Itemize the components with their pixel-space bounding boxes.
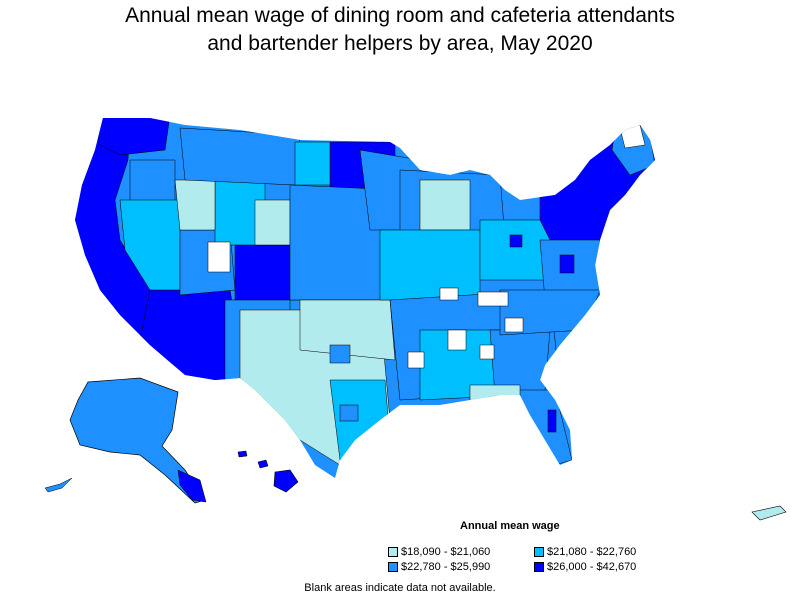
blank-area-tennessee <box>504 317 524 333</box>
region-montana <box>179 127 301 186</box>
map-title-line-1: Annual mean wage of dining room and cafe… <box>125 4 675 27</box>
region-florida <box>509 389 573 466</box>
region-ohio-blue <box>509 234 523 248</box>
region-wisconsin <box>419 179 471 231</box>
region-florida-panhandle <box>469 384 521 406</box>
region-florida-blue <box>547 409 557 433</box>
region-hawaii-maui <box>257 459 269 469</box>
region-houston <box>339 404 359 422</box>
legend-item-4: $26,000 - $42,670 <box>534 561 636 573</box>
region-hawaii-big-island <box>273 469 299 493</box>
footnote: Blank areas indicate data not available. <box>304 582 496 594</box>
legend-label-1: $18,090 - $21,060 <box>401 546 491 558</box>
region-utah-east <box>254 199 291 246</box>
region-alaska-islands <box>44 477 73 493</box>
legend-title: Annual mean wage <box>460 520 560 532</box>
region-dc-area <box>559 254 575 274</box>
region-puerto-rico <box>751 505 787 521</box>
region-washington-west <box>94 118 171 156</box>
region-alaska-panhandle <box>177 469 207 503</box>
region-hawaii-oahu <box>237 450 248 458</box>
blank-area-alabama <box>447 329 467 351</box>
region-texas-east <box>329 379 391 461</box>
blank-area-utah <box>207 241 231 273</box>
region-idaho-east <box>174 179 216 231</box>
region-dallas <box>329 344 351 364</box>
region-nevada <box>119 199 181 291</box>
region-dakotas-west <box>294 141 331 186</box>
blank-area-ky-east <box>439 287 459 301</box>
map-title: Annual mean wage of dining room and cafe… <box>0 2 800 58</box>
region-alaska <box>69 377 206 504</box>
legend-item-2: $21,080 - $22,760 <box>534 546 636 558</box>
legend-swatch-2 <box>534 547 544 557</box>
blank-area-kentucky <box>477 291 509 307</box>
legend-label-2: $21,080 - $22,760 <box>547 546 637 558</box>
legend-swatch-1 <box>388 547 398 557</box>
map-title-line-2: and bartender helpers by area, May 2020 <box>207 32 593 55</box>
blank-area-ms <box>479 344 495 360</box>
region-midwest-mixed <box>379 229 481 301</box>
region-oklahoma <box>299 299 396 361</box>
blank-area-arkansas <box>407 351 425 369</box>
legend-swatch-4 <box>534 562 544 572</box>
legend-label-3: $22,780 - $25,990 <box>401 561 491 573</box>
legend-swatch-3 <box>388 562 398 572</box>
legend-label-4: $26,000 - $42,670 <box>547 561 637 573</box>
region-southwest <box>139 289 236 381</box>
legend-item-3: $22,780 - $25,990 <box>388 561 490 573</box>
legend-item-1: $18,090 - $21,060 <box>388 546 490 558</box>
